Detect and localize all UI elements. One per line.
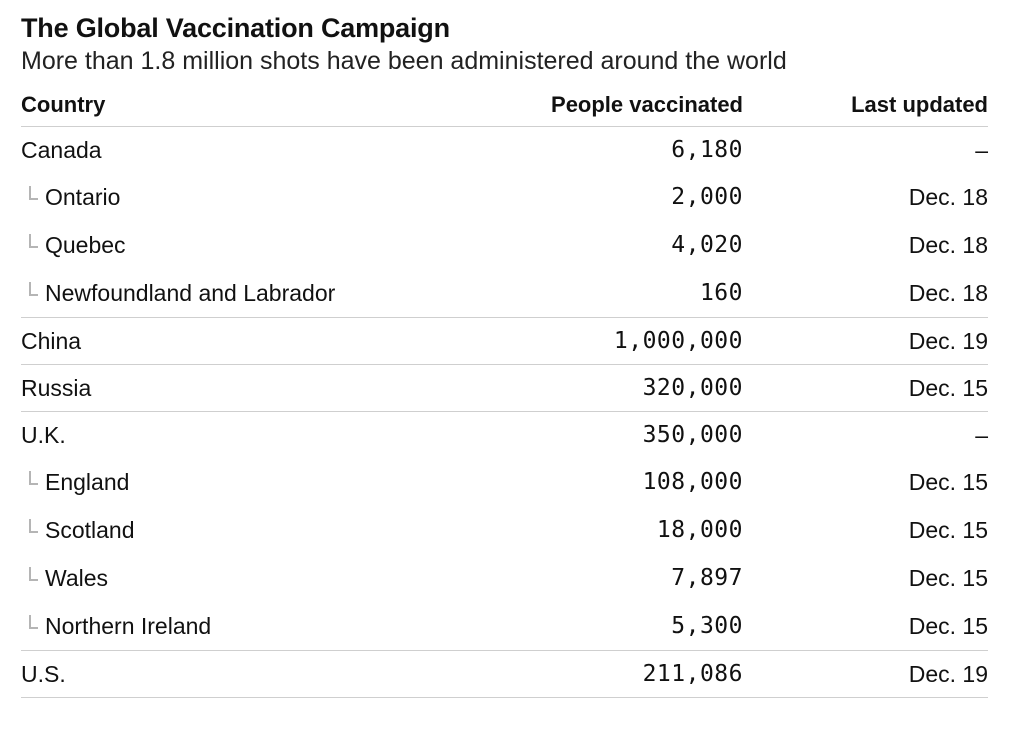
page-title: The Global Vaccination Campaign [21,13,450,43]
last-updated-value: Dec. 18 [908,231,988,258]
region-name: Wales [45,564,109,591]
last-updated-value: – [975,136,988,163]
table-group-china: China 1,000,000 Dec. 19 [21,318,988,365]
region-name: Quebec [45,231,126,258]
people-vaccinated-value: 211,086 [642,661,743,687]
last-updated-value: Dec. 19 [908,327,988,354]
header-last-updated: Last updated [851,92,988,117]
indent-elbow-icon [29,471,38,485]
country-name: U.S. [21,660,66,687]
people-vaccinated-value: 6,180 [671,137,743,163]
table-group-canada: Canada 6,180 – Ontario 2,000 Dec. 18 Que… [21,127,988,318]
indent-elbow-icon [29,186,38,200]
table-row: China 1,000,000 Dec. 19 [21,318,988,364]
table-row: U.S. 211,086 Dec. 19 [21,651,988,697]
table-subrow: Wales 7,897 Dec. 15 [21,554,988,602]
people-vaccinated-value: 18,000 [656,517,743,543]
indent-elbow-icon [29,519,38,533]
country-name: Russia [21,374,92,401]
table-header: Country People vaccinated Last updated [21,84,988,127]
country-name: China [21,327,82,354]
indent-elbow-icon [29,567,38,581]
last-updated-value: Dec. 15 [908,612,988,639]
table-group-uk: U.K. 350,000 – England 108,000 Dec. 15 S… [21,412,988,651]
people-vaccinated-value: 4,020 [671,232,743,258]
table-subrow: Newfoundland and Labrador 160 Dec. 18 [21,269,988,317]
people-vaccinated-value: 1,000,000 [613,328,743,354]
last-updated-value: Dec. 15 [908,564,988,591]
indent-elbow-icon [29,615,38,629]
people-vaccinated-value: 160 [699,280,743,306]
header-people-vaccinated: People vaccinated [551,92,743,117]
country-name: Canada [21,136,102,163]
people-vaccinated-value: 108,000 [642,469,743,495]
header-country: Country [21,92,106,117]
table-group-us: U.S. 211,086 Dec. 19 [21,651,988,698]
indent-elbow-icon [29,234,38,248]
table-subrow: England 108,000 Dec. 15 [21,458,988,506]
last-updated-value: Dec. 18 [908,183,988,210]
vaccination-table-figure: The Global Vaccination Campaign More tha… [21,12,988,698]
region-name: England [45,468,130,495]
region-name: Newfoundland and Labrador [45,279,336,306]
vaccination-table: Country People vaccinated Last updated C… [21,84,988,698]
people-vaccinated-value: 2,000 [671,184,743,210]
region-name: Ontario [45,183,121,210]
last-updated-value: Dec. 19 [908,660,988,687]
table-row: U.K. 350,000 – [21,412,988,458]
page-subtitle: More than 1.8 million shots have been ad… [21,47,787,75]
last-updated-value: Dec. 15 [908,516,988,543]
country-name: U.K. [21,421,66,448]
people-vaccinated-value: 7,897 [671,565,743,591]
table-row: Canada 6,180 – [21,127,988,173]
region-name: Northern Ireland [45,612,212,639]
table-group-russia: Russia 320,000 Dec. 15 [21,365,988,412]
people-vaccinated-value: 350,000 [642,422,743,448]
last-updated-value: Dec. 18 [908,279,988,306]
last-updated-value: Dec. 15 [908,374,988,401]
indent-elbow-icon [29,282,38,296]
table-subrow: Quebec 4,020 Dec. 18 [21,221,988,269]
people-vaccinated-value: 320,000 [642,375,743,401]
table-subrow: Ontario 2,000 Dec. 18 [21,173,988,221]
table-subrow: Scotland 18,000 Dec. 15 [21,506,988,554]
table-row: Russia 320,000 Dec. 15 [21,365,988,411]
table-subrow: Northern Ireland 5,300 Dec. 15 [21,602,988,650]
last-updated-value: Dec. 15 [908,468,988,495]
region-name: Scotland [45,516,135,543]
people-vaccinated-value: 5,300 [671,613,743,639]
last-updated-value: – [975,421,988,448]
